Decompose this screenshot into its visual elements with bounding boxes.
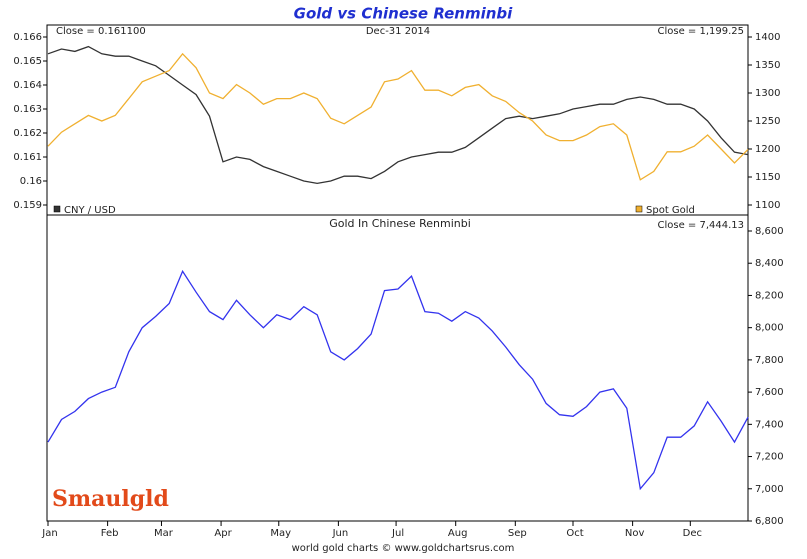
y-tick-label: 1100: [755, 200, 780, 211]
legend-label: CNY / USD: [64, 205, 116, 216]
footer: world gold charts © www.goldchartsrus.co…: [292, 543, 515, 554]
line-series: [47, 45, 749, 185]
legend-label: Spot Gold: [646, 205, 695, 216]
y-tick-label: 1150: [755, 172, 780, 183]
y-tick-label: 7,000: [755, 484, 784, 495]
annotation: Close = 7,444.13: [657, 220, 744, 231]
y-tick-label: 8,200: [755, 290, 784, 301]
x-tick-label: Sep: [508, 528, 527, 539]
x-tick-label: Oct: [566, 528, 583, 539]
annotation: Dec-31 2014: [366, 26, 430, 37]
y-tick-label: 0.162: [13, 128, 42, 139]
legend-swatch: [53, 205, 61, 213]
line-series: [47, 269, 749, 491]
annotation: Close = 0.161100: [56, 26, 146, 37]
x-tick-label: Dec: [683, 528, 702, 539]
x-tick-label: May: [270, 528, 291, 539]
y-tick-label: 7,200: [755, 452, 784, 463]
chart-title: Gold vs Chinese Renminbi: [294, 5, 513, 23]
x-tick-label: Mar: [154, 528, 174, 539]
y-tick-label: 7,400: [755, 419, 784, 430]
x-tick-label: Jan: [41, 528, 57, 539]
x-tick-label: Jul: [391, 528, 404, 539]
y-tick-label: 0.165: [13, 56, 42, 67]
plot-frame: [46, 24, 749, 522]
panel-title: Gold In Chinese Renminbi: [329, 217, 471, 230]
y-tick-label: 1400: [755, 32, 780, 43]
y-tick-label: 8,000: [755, 323, 784, 334]
y-tick-label: 0.159: [13, 200, 42, 211]
x-tick-label: Jun: [332, 528, 349, 539]
x-tick-label: Feb: [101, 528, 119, 539]
y-tick-label: 1300: [755, 88, 780, 99]
y-tick-label: 1250: [755, 116, 780, 127]
y-tick-label: 1200: [755, 144, 780, 155]
x-tick-label: Nov: [625, 528, 645, 539]
x-tick-label: Apr: [214, 528, 232, 539]
y-tick-label: 0.163: [13, 104, 42, 115]
y-tick-label: 1350: [755, 60, 780, 71]
y-tick-label: 0.161: [13, 152, 42, 163]
line-series: [47, 52, 749, 181]
y-tick-label: 0.166: [13, 32, 42, 43]
x-tick-label: Aug: [448, 528, 468, 539]
annotation: Close = 1,199.25: [657, 26, 744, 37]
y-tick-label: 0.16: [20, 176, 42, 187]
logo: Smaulgld: [52, 486, 169, 512]
y-tick-label: 8,600: [755, 226, 784, 237]
y-tick-label: 7,800: [755, 355, 784, 366]
y-tick-label: 7,600: [755, 387, 784, 398]
legend-swatch: [635, 205, 643, 213]
y-tick-label: 6,800: [755, 516, 784, 527]
y-tick-label: 8,400: [755, 258, 784, 269]
y-tick-label: 0.164: [13, 80, 42, 91]
